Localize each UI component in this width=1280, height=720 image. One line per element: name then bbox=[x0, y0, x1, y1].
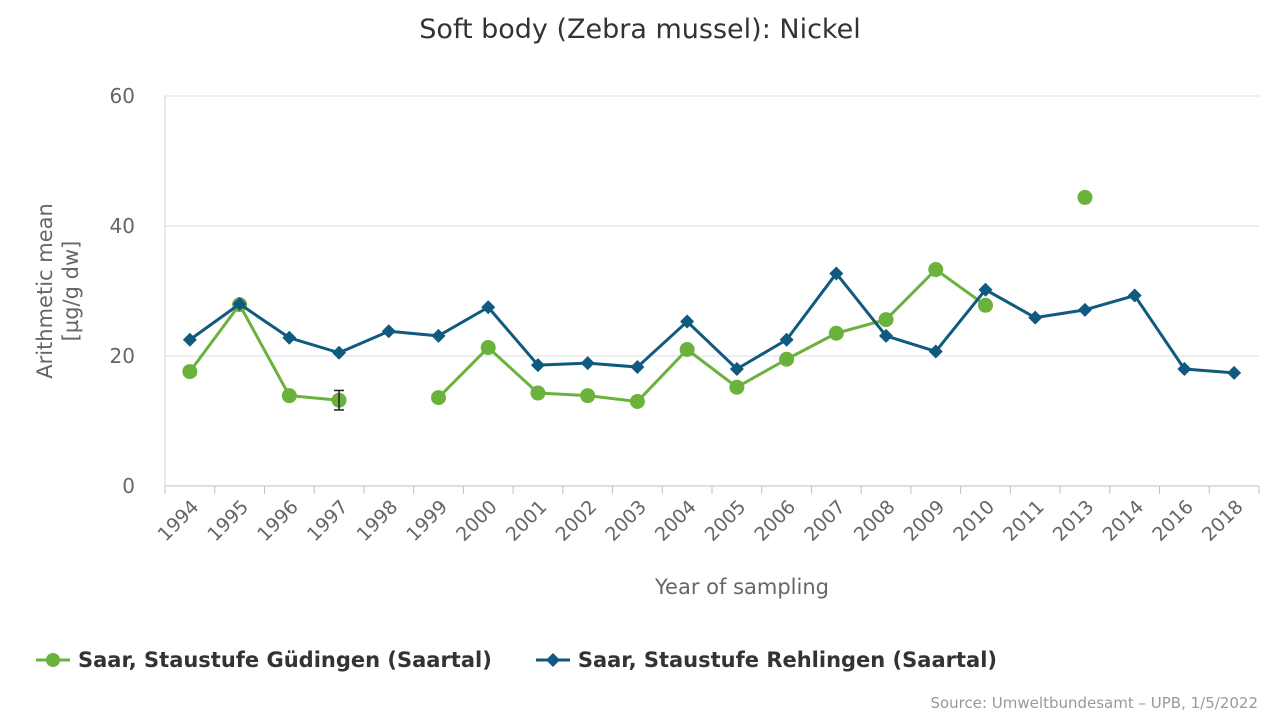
data-point bbox=[431, 390, 446, 406]
x-tick-label: 2001 bbox=[502, 496, 552, 546]
x-tick-label: 2007 bbox=[800, 496, 850, 546]
y-axis-title-line: Arithmetic mean bbox=[33, 203, 57, 379]
y-tick-label: 60 bbox=[110, 84, 135, 108]
x-tick-label: 2000 bbox=[452, 496, 502, 546]
x-tick-label: 1996 bbox=[253, 496, 303, 546]
legend-label-rehlingen: Saar, Staustufe Rehlingen (Saartal) bbox=[577, 648, 997, 672]
y-tick-label: 0 bbox=[122, 474, 135, 498]
series-line bbox=[188, 271, 1235, 375]
x-tick-label: 2004 bbox=[651, 496, 701, 546]
data-point bbox=[629, 394, 645, 409]
x-tick-label: 2006 bbox=[750, 496, 800, 546]
data-point bbox=[680, 314, 695, 329]
data-point bbox=[978, 282, 993, 297]
data-point bbox=[530, 385, 546, 401]
x-tick-label: 2009 bbox=[900, 496, 950, 546]
chart-legend: Saar, Staustufe Güdingen (Saartal) Saar,… bbox=[36, 646, 1041, 674]
data-point bbox=[878, 312, 894, 328]
series-1 bbox=[182, 266, 1242, 380]
data-point bbox=[679, 342, 695, 357]
x-tick-label: 2014 bbox=[1098, 496, 1148, 546]
series-line bbox=[437, 268, 987, 403]
x-tick-label: 2008 bbox=[850, 496, 900, 546]
data-point bbox=[630, 360, 645, 375]
circle-marker-icon bbox=[36, 653, 70, 667]
data-point bbox=[332, 345, 347, 360]
x-tick-label: 2005 bbox=[701, 496, 751, 546]
data-point bbox=[729, 362, 744, 376]
data-point bbox=[779, 351, 795, 367]
x-tick-label: 2018 bbox=[1198, 496, 1248, 546]
data-point bbox=[530, 358, 545, 373]
data-point bbox=[1177, 362, 1192, 376]
x-tick-label: 2016 bbox=[1148, 496, 1198, 546]
data-point bbox=[879, 328, 894, 343]
data-point bbox=[480, 340, 496, 356]
data-point bbox=[1227, 365, 1242, 380]
x-tick-label: 1999 bbox=[402, 496, 452, 546]
x-tick-label: 1998 bbox=[353, 496, 403, 546]
data-point bbox=[182, 364, 198, 380]
data-point bbox=[1077, 189, 1093, 205]
data-point bbox=[580, 356, 595, 371]
data-point bbox=[232, 297, 247, 311]
legend-item-gudingen[interactable]: Saar, Staustufe Güdingen (Saartal) bbox=[36, 646, 492, 674]
series-line bbox=[188, 303, 340, 402]
data-point bbox=[281, 388, 297, 404]
data-point bbox=[481, 300, 496, 315]
y-axis-title-line: [µg/g dw] bbox=[59, 241, 83, 342]
x-tick-label: 2011 bbox=[999, 496, 1049, 546]
data-point bbox=[928, 262, 944, 278]
data-point bbox=[381, 324, 396, 339]
diamond-marker-icon bbox=[535, 653, 570, 667]
x-tick-label: 1995 bbox=[203, 496, 253, 546]
x-tick-label: 2003 bbox=[601, 496, 651, 546]
data-point bbox=[828, 325, 844, 341]
y-tick-label: 40 bbox=[110, 214, 135, 238]
data-point bbox=[431, 328, 446, 343]
y-axis-title: Arithmetic mean[µg/g dw] bbox=[33, 203, 83, 379]
x-tick-label: 2002 bbox=[551, 496, 601, 546]
data-point bbox=[580, 388, 596, 404]
x-tick-label: 1994 bbox=[154, 496, 204, 546]
series-0 bbox=[182, 189, 1093, 411]
y-tick-label: 20 bbox=[110, 344, 135, 368]
x-tick-label: 2010 bbox=[949, 496, 999, 546]
x-tick-label: 1997 bbox=[303, 496, 353, 546]
chart-title: Soft body (Zebra mussel): Nickel bbox=[419, 14, 861, 45]
data-point bbox=[729, 379, 745, 395]
data-point bbox=[829, 266, 844, 281]
data-point bbox=[779, 332, 794, 347]
legend-item-rehlingen[interactable]: Saar, Staustufe Rehlingen (Saartal) bbox=[535, 646, 997, 674]
data-point bbox=[282, 330, 297, 345]
data-point bbox=[1077, 302, 1092, 317]
data-point bbox=[1127, 288, 1142, 303]
data-point bbox=[182, 332, 197, 347]
legend-label-gudingen: Saar, Staustufe Güdingen (Saartal) bbox=[78, 648, 492, 672]
x-axis-title: Year of sampling bbox=[654, 575, 829, 599]
x-tick-label: 2013 bbox=[1049, 496, 1099, 546]
source-note: Source: Umweltbundesamt – UPB, 1/5/2022 bbox=[930, 694, 1258, 712]
data-point bbox=[928, 344, 943, 359]
data-point bbox=[1028, 310, 1043, 325]
data-point bbox=[978, 297, 993, 313]
